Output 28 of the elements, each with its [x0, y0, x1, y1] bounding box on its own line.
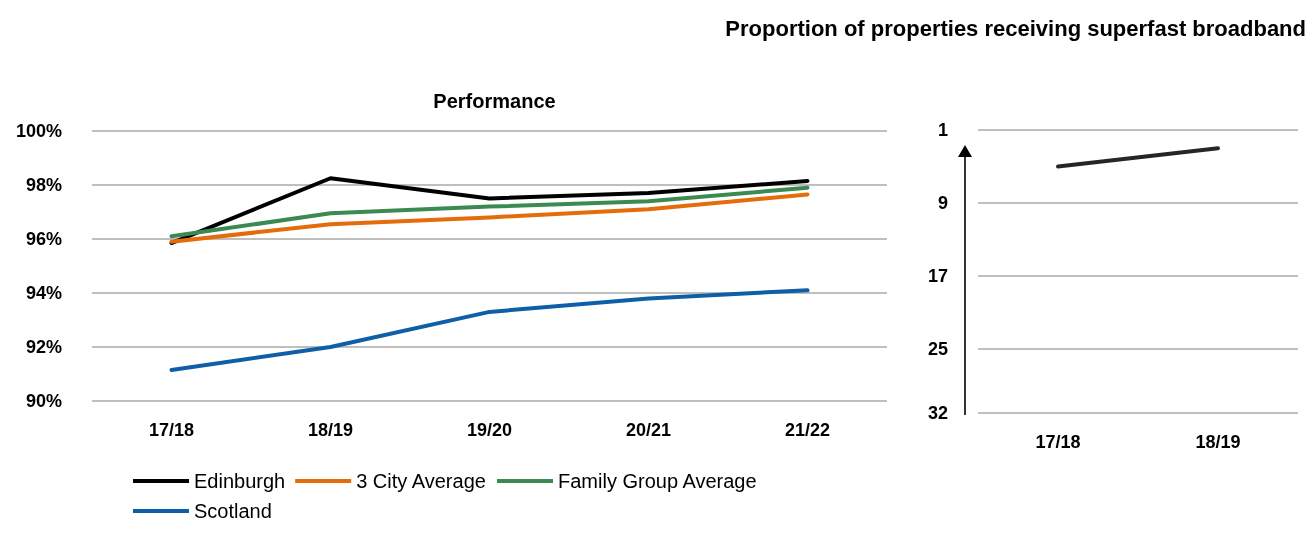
y-tick-label: 17 — [927, 266, 948, 287]
legend-label: Edinburgh — [194, 470, 286, 492]
chart-title: Performance — [433, 90, 556, 112]
line-series — [169, 288, 810, 372]
y-tick-label: 9 — [937, 193, 948, 214]
x-tick-label: 17/18 — [1035, 432, 1081, 452]
y-tick-label: 92% — [25, 337, 62, 357]
y-tick-label: 25 — [927, 339, 948, 360]
legend-label: Scotland — [194, 500, 272, 522]
y-tick-label: 100% — [15, 121, 62, 141]
x-tick-label: 19/20 — [466, 420, 513, 440]
x-tick-label: 17/18 — [148, 420, 195, 440]
y-tick-label: 98% — [25, 175, 62, 195]
chart-title: Proportion of properties receiving superfast broadband — [725, 16, 1306, 42]
y-tick-label: 90% — [25, 391, 62, 411]
legend-label: 3 City Average — [356, 470, 486, 492]
x-tick-label: 20/21 — [625, 420, 672, 440]
y-tick-label: 32 — [927, 403, 948, 423]
x-tick-label: 18/19 — [307, 420, 354, 440]
line-series — [169, 185, 810, 239]
y-tick-label: 94% — [25, 283, 62, 303]
y-tick-label: 1 — [937, 120, 948, 140]
x-tick-label: 21/22 — [784, 420, 831, 440]
legend-label: Family Group Average — [557, 470, 757, 492]
x-tick-label: 18/19 — [1195, 432, 1241, 452]
line-series — [169, 176, 810, 246]
y-tick-label: 96% — [25, 229, 62, 249]
line-series — [169, 192, 810, 244]
